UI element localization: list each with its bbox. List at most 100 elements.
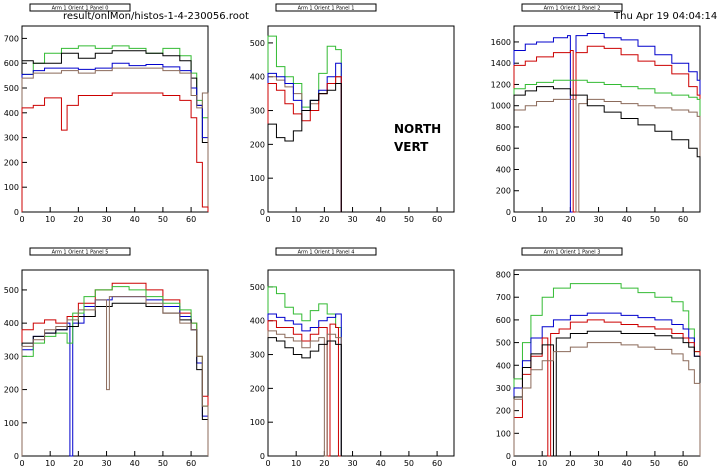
y-tick-label: 1200 xyxy=(491,80,511,89)
y-tick-label: 300 xyxy=(4,134,19,143)
x-tick-label: 10 xyxy=(45,215,55,224)
panel-title: Arm 1 Orient 1 Panel 4 xyxy=(298,250,355,256)
y-tick-label: 200 xyxy=(250,384,265,393)
histogram-panel-2: Arm 1 Orient 1 Panel 2020040060080010001… xyxy=(491,3,701,224)
y-tick-label: 0 xyxy=(260,208,265,217)
y-tick-label: 0 xyxy=(14,452,19,461)
histogram-series-black xyxy=(21,50,209,212)
histogram-panel-5: Arm 1 Orient 1 Panel 3010020030040050060… xyxy=(496,247,701,468)
x-tick-label: 30 xyxy=(101,215,111,224)
histogram-series-black xyxy=(267,82,347,213)
panel-title: Arm 1 Orient 1 Panel 1 xyxy=(298,6,355,12)
annotation-north: NORTH xyxy=(394,122,442,136)
histogram-series-green xyxy=(513,79,701,212)
date-label: Thu Apr 19 04:04:14 2007 xyxy=(614,11,721,22)
histogram-series-black xyxy=(513,330,701,457)
histogram-series-brown xyxy=(21,296,209,456)
x-tick-label: 60 xyxy=(432,215,442,224)
y-tick-label: 1600 xyxy=(491,38,511,47)
x-tick-label: 40 xyxy=(376,459,386,468)
y-tick-label: 300 xyxy=(250,107,265,116)
x-tick-label: 60 xyxy=(432,459,442,468)
x-tick-label: 0 xyxy=(19,215,24,224)
panel-title-box xyxy=(275,247,377,256)
y-tick-label: 1400 xyxy=(491,59,511,68)
histogram-panel-4: Arm 1 Orient 1 Panel 4 0 100 200 300 400 500 0 1… xyxy=(250,247,455,468)
histogram-series-brown xyxy=(513,98,701,213)
x-tick-label: 30 xyxy=(593,459,603,468)
y-tick-label: 300 xyxy=(4,352,19,361)
histogram-series-red xyxy=(513,319,701,457)
y-tick-label: 500 xyxy=(250,283,265,292)
file-label: result/onlMon/histos-1-4-230056.root xyxy=(63,11,249,22)
y-tick-label: 0 xyxy=(14,208,19,217)
y-tick-label: 100 xyxy=(250,418,265,427)
panel-title-box xyxy=(275,3,377,12)
histogram-series-green xyxy=(267,35,347,213)
panel-title: Arm 1 Orient 1 Panel 2 xyxy=(544,6,601,12)
x-tick-label: 0 xyxy=(265,215,270,224)
panel-title-box xyxy=(29,3,131,12)
x-tick-label: 40 xyxy=(622,459,632,468)
y-tick-label: 1000 xyxy=(491,102,511,111)
x-tick-label: 20 xyxy=(565,459,575,468)
plot-frame xyxy=(267,269,455,457)
histogram-series-brown xyxy=(267,330,347,457)
x-tick-label: 0 xyxy=(19,459,24,468)
x-tick-label: 50 xyxy=(650,459,660,468)
x-tick-label: 50 xyxy=(404,459,414,468)
y-tick-label: 300 xyxy=(496,384,511,393)
panel-title-box xyxy=(521,3,623,12)
x-tick-label: 40 xyxy=(622,215,632,224)
y-tick-label: 0 xyxy=(506,452,511,461)
x-tick-label: 50 xyxy=(158,459,168,468)
histogram-panel-1: Arm 1 Orient 1 Panel 1 0 100 200 300 400 500 0 1… xyxy=(250,3,455,224)
y-tick-label: 200 xyxy=(496,187,511,196)
plot-frame xyxy=(513,25,701,213)
x-tick-label: 40 xyxy=(130,215,140,224)
y-tick-label: 400 xyxy=(4,319,19,328)
panel-title-box xyxy=(29,247,131,256)
y-tick-label: 500 xyxy=(4,286,19,295)
histogram-series-black xyxy=(21,302,209,456)
histogram-series-red xyxy=(513,45,701,213)
y-tick-label: 100 xyxy=(4,419,19,428)
x-tick-label: 60 xyxy=(186,215,196,224)
histogram-panel-3: Arm 1 Orient 1 Panel 5 0 100 200 300 400 500 0 1… xyxy=(4,247,209,468)
y-tick-label: 300 xyxy=(250,351,265,360)
x-tick-label: 50 xyxy=(158,215,168,224)
y-tick-label: 100 xyxy=(496,429,511,438)
panel-title-box xyxy=(521,247,623,256)
histogram-series-brown xyxy=(513,342,701,456)
x-tick-label: 30 xyxy=(101,459,111,468)
y-tick-label: 600 xyxy=(4,59,19,68)
x-tick-label: 20 xyxy=(319,215,329,224)
y-tick-label: 700 xyxy=(496,293,511,302)
y-tick-label: 400 xyxy=(4,109,19,118)
y-tick-label: 100 xyxy=(4,183,19,192)
panel-title: Arm 1 Orient 1 Panel 3 xyxy=(544,250,601,256)
y-tick-label: 400 xyxy=(250,317,265,326)
y-tick-label: 600 xyxy=(496,316,511,325)
x-tick-label: 0 xyxy=(511,459,516,468)
x-tick-label: 20 xyxy=(565,215,575,224)
histogram-series-blue xyxy=(267,313,347,457)
histogram-series-blue xyxy=(21,62,209,212)
plot-frame xyxy=(267,25,455,213)
x-tick-label: 10 xyxy=(537,215,547,224)
y-tick-label: 200 xyxy=(496,407,511,416)
y-tick-label: 800 xyxy=(496,271,511,280)
x-tick-label: 30 xyxy=(593,215,603,224)
panel-title: Arm 1 Orient 1 Panel 5 xyxy=(52,250,109,256)
y-tick-label: 800 xyxy=(496,123,511,132)
x-tick-label: 30 xyxy=(347,215,357,224)
histogram-series-red xyxy=(21,92,209,212)
x-tick-label: 50 xyxy=(650,215,660,224)
histogram-series-green xyxy=(267,286,347,457)
annotation-vert: VERT xyxy=(394,140,429,154)
y-tick-label: 400 xyxy=(250,73,265,82)
x-tick-label: 10 xyxy=(537,459,547,468)
x-tick-label: 10 xyxy=(291,215,301,224)
y-tick-label: 0 xyxy=(260,452,265,461)
